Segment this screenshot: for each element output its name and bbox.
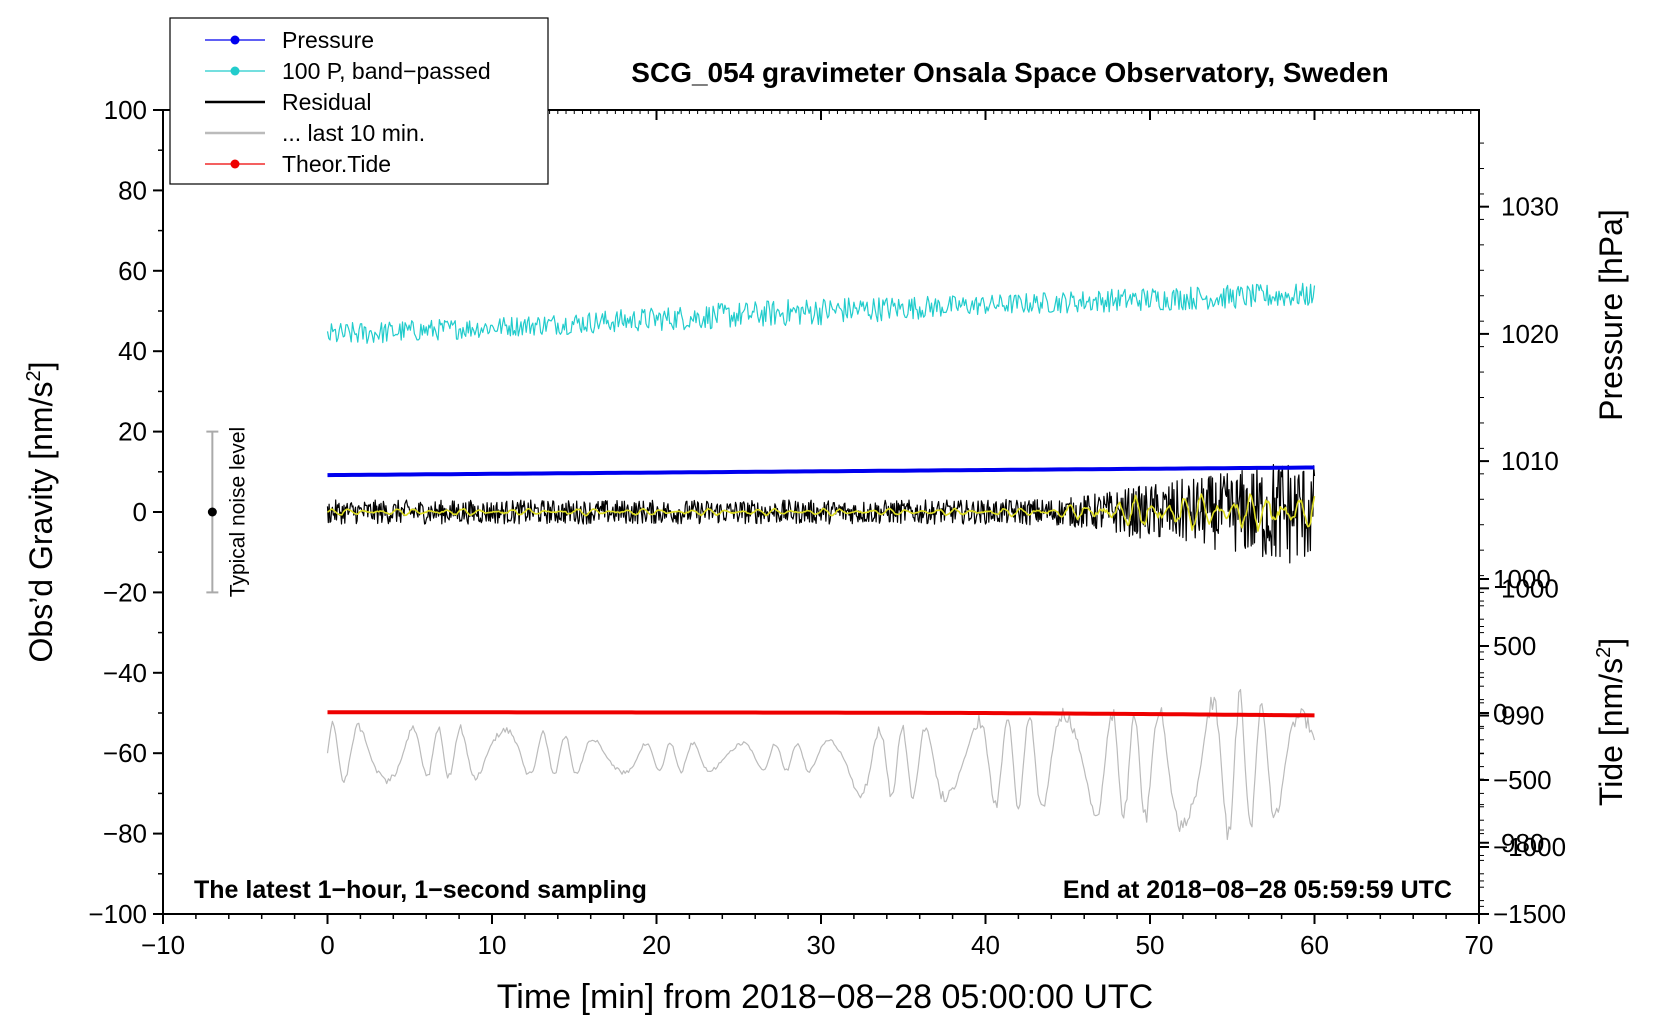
series-marks: Typical noise level [206,282,1316,841]
legend-label: Residual [282,89,372,115]
legend-marker [230,159,240,169]
x-tick-label: 20 [642,930,671,960]
legend-label: Theor.Tide [282,151,391,177]
annotation-end-time: End at 2018−08−28 05:59:59 UTC [1063,876,1452,904]
y-axis-label-left: Obs’d Gravity [nm/s2] [23,362,59,663]
pressure-tick-label: 1000 [1501,573,1559,603]
noise-bar-center-dot [207,507,217,517]
y-tick-label: 100 [104,95,147,125]
series-line-residual-smoothed- [326,493,1316,532]
y-tick-label: 0 [133,497,147,527]
noise-bar-label: Typical noise level [226,427,249,597]
x-tick-label: 70 [1465,930,1494,960]
tide-tick-label: −500 [1493,765,1552,795]
series-line--last-10-min- [326,688,1316,841]
pressure-tick-label: 980 [1501,828,1544,858]
legend-label: Pressure [282,27,374,53]
axis-ticks: −10 0 10 20 30 40 50 60 70−100−80−60−40−20020406… [88,95,1566,960]
y-tick-label: 20 [118,417,147,447]
y-tick-label: −60 [103,738,147,768]
series-line-100-p-band-passed [326,282,1316,344]
x-tick-label: 50 [1136,930,1165,960]
y-tick-label: 40 [118,336,147,366]
legend: Pressure 100 P, band−passed Residual ... la… [169,17,549,185]
y-tick-label: −20 [103,577,147,607]
x-tick-label: −10 [141,930,185,960]
chart-title: SCG_054 gravimeter Onsala Space Observat… [631,57,1388,88]
annotation-latest-hour: The latest 1−hour, 1−second sampling [194,876,647,904]
y-axis-label-pressure: Pressure [hPa] [1593,209,1629,421]
x-tick-label: 30 [807,930,836,960]
y-tick-label: −40 [103,658,147,688]
legend-marker [230,35,240,45]
pressure-tick-label: 1010 [1501,446,1559,476]
series-line-pressure [327,465,1315,478]
x-tick-label: 0 [320,930,334,960]
x-axis-label: Time [min] from 2018−08−28 05:00:00 UTC [497,978,1153,1016]
tide-tick-label: 500 [1493,631,1536,661]
y-axis-label-tide: Tide [nm/s2] [1593,638,1629,806]
y-tick-label: 80 [118,175,147,205]
tide-tick-label: −1500 [1493,899,1566,929]
tide-tick-label: 1000 [1493,564,1551,594]
tide-tick-label: −1000 [1493,832,1566,862]
legend-label: ... last 10 min. [282,120,425,146]
y-tick-label: −100 [88,899,147,929]
pressure-tick-label: 1030 [1501,192,1559,222]
series-line-theor-tide [327,710,1315,718]
tide-tick-label: 0 [1493,698,1507,728]
legend-label: 100 P, band−passed [282,58,491,84]
y-tick-label: −80 [103,819,147,849]
pressure-tick-label: 1020 [1501,319,1559,349]
series-line-residual [326,464,1316,564]
x-tick-label: 40 [971,930,1000,960]
x-tick-label: 60 [1300,930,1329,960]
legend-marker [230,66,240,76]
y-tick-label: 60 [118,256,147,286]
pressure-tick-label: 990 [1501,701,1544,731]
x-tick-label: 10 [478,930,507,960]
